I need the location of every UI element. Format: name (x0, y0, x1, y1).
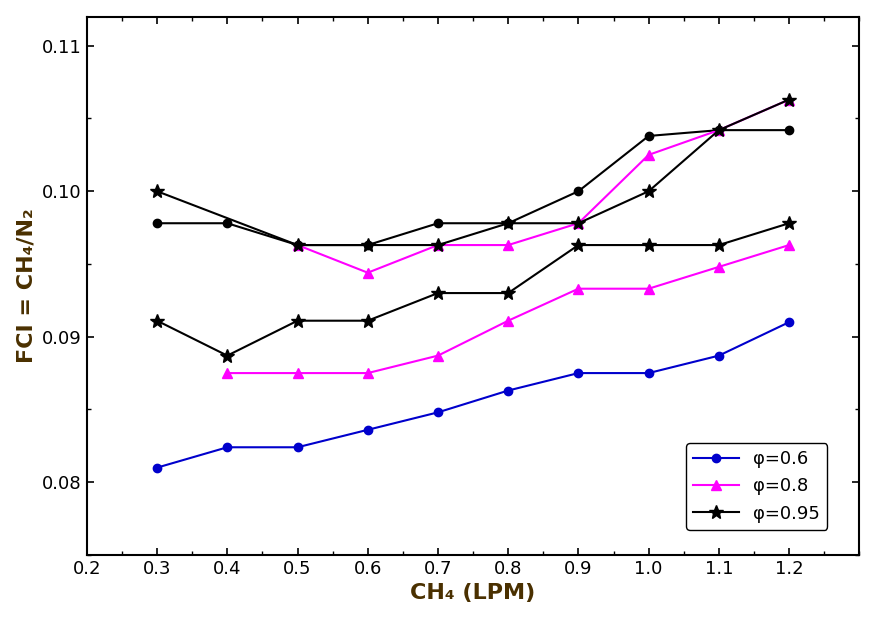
φ=0.6 (433, 409, 443, 416)
φ=0.8 (293, 370, 303, 377)
Line: φ=0.6: φ=0.6 (153, 318, 794, 472)
φ=0.95 (784, 219, 795, 227)
φ=0.6 (503, 387, 513, 394)
φ=0.8 (222, 370, 232, 377)
φ=0.6 (643, 370, 653, 377)
Line: φ=0.8: φ=0.8 (223, 240, 794, 378)
φ=0.8 (363, 370, 373, 377)
φ=0.8 (573, 285, 583, 293)
φ=0.6 (714, 352, 724, 360)
φ=0.6 (222, 443, 232, 451)
φ=0.95 (643, 241, 653, 249)
φ=0.6 (363, 426, 373, 433)
Line: φ=0.95: φ=0.95 (150, 216, 796, 363)
φ=0.95 (573, 241, 583, 249)
φ=0.6 (152, 464, 162, 471)
φ=0.8 (714, 263, 724, 270)
φ=0.8 (503, 317, 513, 324)
Y-axis label: FCI = CH₄/N₂: FCI = CH₄/N₂ (17, 208, 37, 363)
φ=0.95 (293, 317, 303, 324)
φ=0.95 (222, 352, 232, 360)
φ=0.95 (152, 317, 162, 324)
φ=0.95 (363, 317, 373, 324)
φ=0.95 (714, 241, 724, 249)
Legend: φ=0.6, φ=0.8, φ=0.95: φ=0.6, φ=0.8, φ=0.95 (686, 443, 827, 529)
φ=0.6 (784, 319, 795, 326)
φ=0.8 (643, 285, 653, 293)
φ=0.6 (573, 370, 583, 377)
φ=0.95 (503, 290, 513, 297)
φ=0.8 (433, 352, 443, 360)
φ=0.95 (433, 290, 443, 297)
φ=0.8 (784, 241, 795, 249)
φ=0.6 (293, 443, 303, 451)
X-axis label: CH₄ (LPM): CH₄ (LPM) (411, 583, 536, 603)
